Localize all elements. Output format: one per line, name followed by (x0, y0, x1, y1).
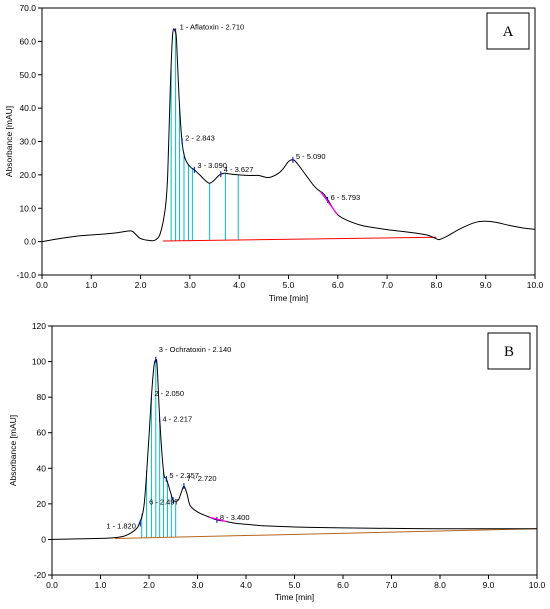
x-tick-label: 5.0 (289, 580, 301, 590)
y-tick-label: 30.0 (19, 137, 36, 147)
y-tick-label: -10.0 (17, 270, 37, 280)
x-tick-label: 7.0 (381, 280, 393, 290)
chromatogram-trace (51, 358, 537, 540)
peak-label: 3 - 3.090 (197, 161, 227, 170)
y-tick-label: 20 (37, 499, 47, 509)
x-axis-title: Time [min] (275, 592, 314, 602)
peak-label: 5 - 5.090 (296, 152, 326, 161)
y-tick-label: 70.0 (19, 3, 36, 13)
y-tick-label: 0.0 (24, 237, 36, 247)
peak-label: 4 - 3.627 (224, 165, 254, 174)
x-tick-label: 8.0 (434, 580, 446, 590)
x-tick-label: 7.0 (386, 580, 398, 590)
x-tick-label: 2.0 (135, 280, 147, 290)
y-tick-label: 60.0 (19, 36, 36, 46)
plot-frame (41, 7, 536, 276)
x-tick-label: 2.0 (143, 580, 155, 590)
y-tick-label: 20.0 (19, 170, 36, 180)
y-axis-title: Absorbance [mAU] (4, 106, 14, 177)
peak-label: 2 - 2.050 (154, 389, 184, 398)
peak-label: 5 - 2.357 (169, 471, 199, 480)
x-axis-title: Time [min] (269, 293, 308, 303)
y-tick-label: 80 (37, 392, 47, 402)
x-tick-label: 3.0 (184, 280, 196, 290)
x-tick-label: 10.0 (527, 280, 544, 290)
x-tick-label: 9.0 (483, 580, 495, 590)
x-tick-label: 1.0 (85, 280, 97, 290)
x-tick-label: 5.0 (283, 280, 295, 290)
x-tick-label: 1.0 (95, 580, 107, 590)
x-tick-label: 8.0 (430, 280, 442, 290)
x-tick-label: 9.0 (480, 280, 492, 290)
integration-segment (319, 190, 338, 215)
peak-label: 6 - 2.497 (149, 497, 179, 506)
x-tick-label: 6.0 (337, 580, 349, 590)
y-tick-label: 50.0 (19, 70, 36, 80)
peak-label: 8 - 3.400 (220, 513, 250, 522)
y-tick-label: 40.0 (19, 103, 36, 113)
panel-label: B (504, 344, 514, 360)
panel-label: A (503, 24, 514, 40)
y-tick-label: 120 (32, 321, 46, 331)
peak-label: 7 - 2.720 (187, 474, 217, 483)
y-tick-label: -20 (34, 570, 47, 580)
peak-label: 1 - 1.820 (106, 521, 136, 530)
x-tick-label: 10.0 (529, 580, 546, 590)
y-tick-label: 100 (32, 357, 46, 367)
x-tick-label: 3.0 (192, 580, 204, 590)
y-tick-label: 0 (41, 534, 46, 544)
panel-label-box (486, 12, 530, 50)
peak-label: 6 - 5.793 (331, 193, 361, 202)
baseline-line (162, 236, 437, 242)
peak-label: 1 - Aflatoxin - 2.710 (180, 22, 245, 31)
y-tick-label: 10.0 (19, 203, 36, 213)
peak-label: 4 - 2.217 (163, 414, 193, 423)
integration-segment (209, 516, 227, 523)
plot-frame (51, 325, 538, 576)
chart-panel-a: -10.00.010.020.030.040.050.060.070.00.0 1… (4, 3, 544, 303)
baseline-line (115, 528, 538, 540)
y-tick-label: 60 (37, 428, 47, 438)
x-tick-label: 4.0 (240, 580, 252, 590)
peak-label: 2 - 2.843 (185, 134, 215, 143)
y-axis-title: Absorbance [mAU] (8, 415, 18, 486)
y-tick-label: 40 (37, 463, 47, 473)
chromatogram-trace (41, 28, 536, 243)
x-tick-label: 6.0 (332, 280, 344, 290)
panel-label-box (487, 332, 531, 370)
peak-label: 3 - Ochratoxin - 2.140 (159, 345, 232, 354)
chart-panel-b: -20 0 20 40 60 80 100 120 0.0 1.0 2.0 3.0 4.0 5.0 6.0 7… (8, 321, 546, 602)
x-tick-label: 4.0 (233, 280, 245, 290)
x-tick-label: 0.0 (36, 280, 48, 290)
x-tick-label: 0.0 (46, 580, 58, 590)
